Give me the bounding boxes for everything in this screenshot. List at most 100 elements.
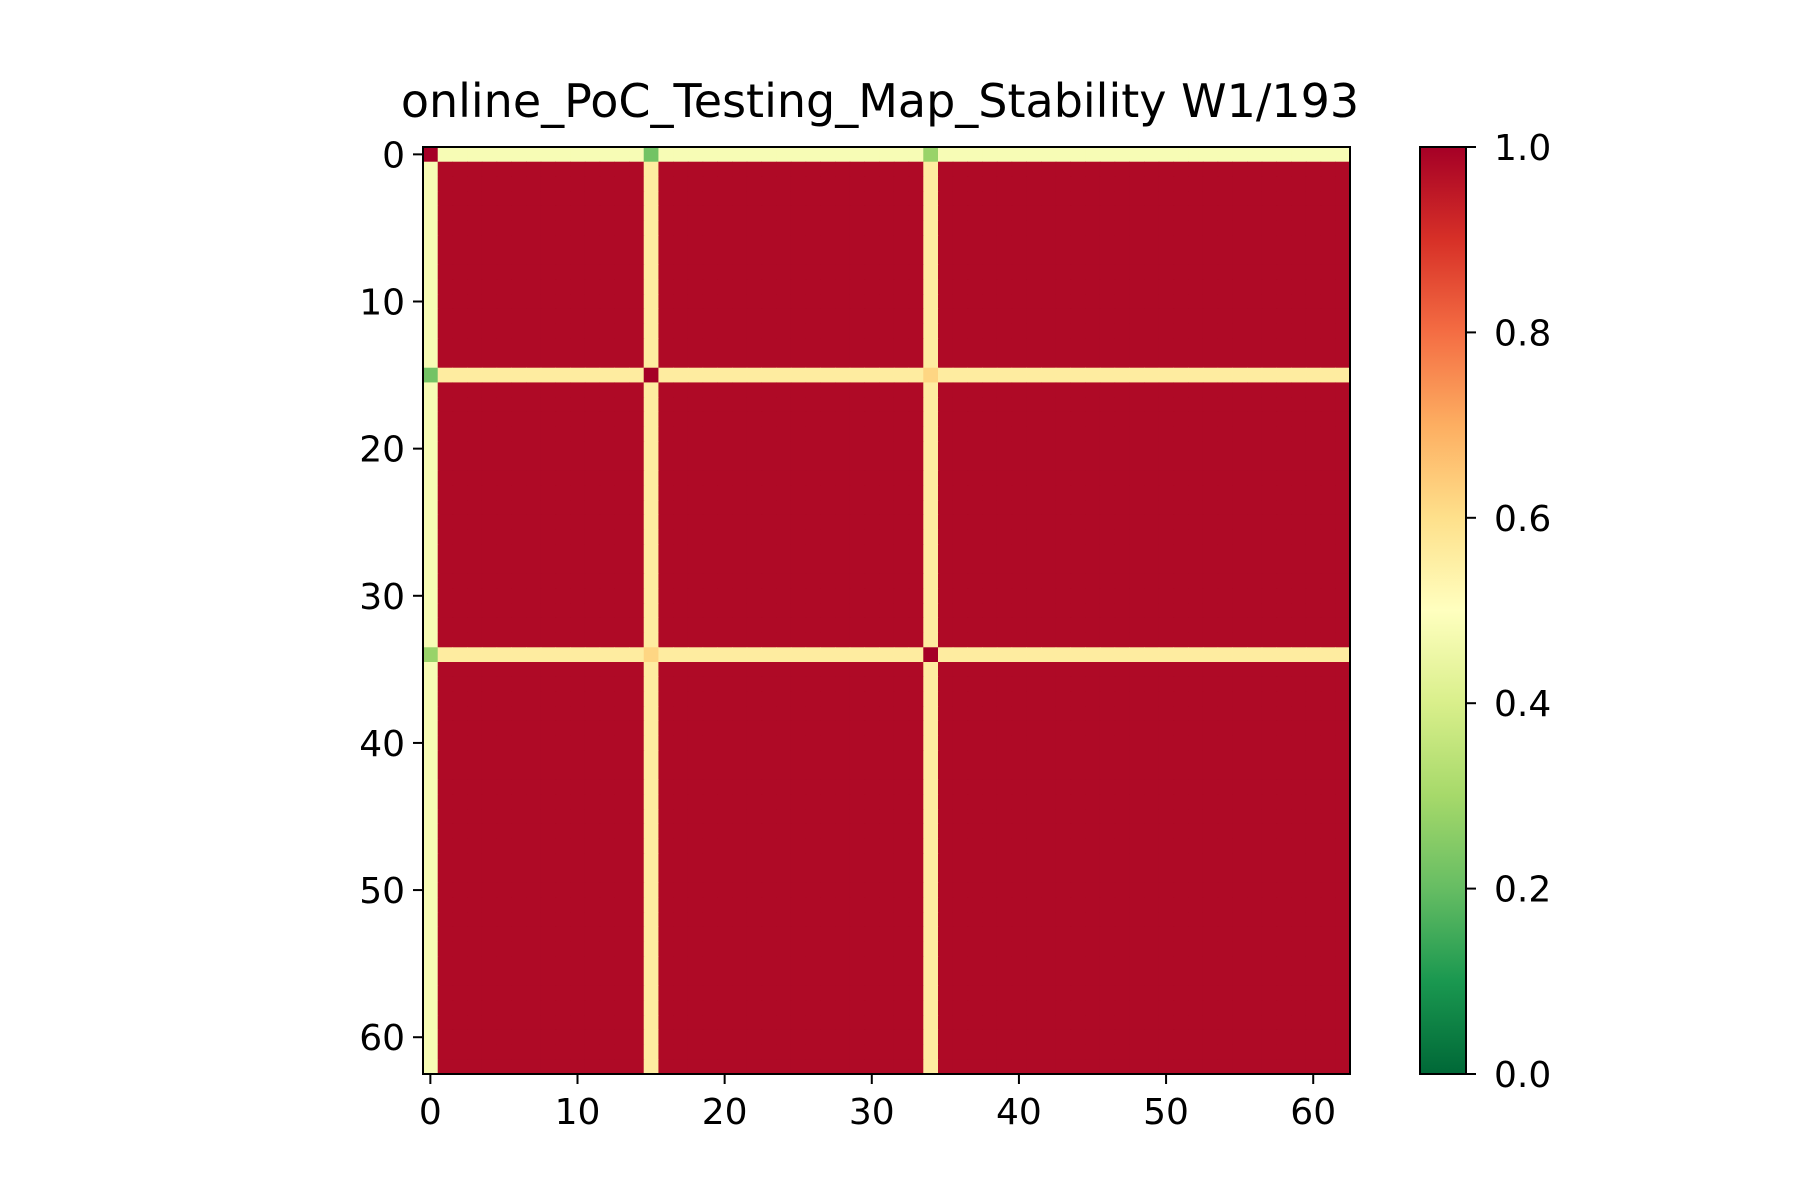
heatmap-cell — [481, 485, 498, 501]
heatmap-cell — [835, 956, 851, 972]
heatmap-cell — [1129, 632, 1145, 648]
heatmap-cell — [1305, 926, 1322, 943]
heatmap-cell — [570, 809, 586, 825]
heatmap-cell — [614, 897, 630, 913]
heatmap-cell — [1261, 868, 1278, 884]
heatmap-cell — [1011, 720, 1027, 737]
heatmap-cell — [437, 735, 454, 751]
heatmap-cell — [673, 809, 689, 825]
heatmap-cell — [893, 691, 910, 707]
heatmap-cell — [496, 176, 512, 192]
heatmap-cell — [996, 426, 1013, 442]
heatmap-cell — [805, 456, 821, 472]
heatmap-cell — [835, 794, 851, 810]
heatmap-cell — [1202, 529, 1219, 545]
heatmap-cell — [938, 794, 954, 810]
heatmap-cell — [879, 264, 895, 281]
heatmap-cell — [835, 779, 851, 796]
heatmap-cell — [1041, 382, 1057, 398]
heatmap-cell — [879, 912, 895, 928]
heatmap-cell — [996, 1044, 1013, 1060]
heatmap-cell — [599, 308, 615, 325]
heatmap-cell — [1247, 397, 1263, 413]
heatmap-cell — [1055, 676, 1072, 693]
heatmap-cell — [805, 956, 821, 972]
heatmap-cell — [555, 882, 571, 899]
heatmap-cell — [599, 441, 615, 457]
heatmap-cell — [540, 868, 557, 884]
heatmap-cell — [923, 161, 939, 178]
heatmap-cell — [599, 868, 615, 884]
heatmap-cell — [967, 662, 983, 678]
heatmap-cell — [584, 868, 601, 884]
heatmap-cell — [805, 647, 821, 663]
heatmap-cell — [893, 470, 910, 487]
heatmap-cell — [820, 941, 836, 957]
heatmap-cell — [658, 794, 674, 810]
heatmap-cell — [732, 338, 748, 354]
heatmap-cell — [702, 720, 718, 737]
heatmap-cell — [982, 191, 998, 207]
heatmap-cell — [835, 971, 851, 987]
heatmap-cell — [467, 809, 483, 825]
heatmap-cell — [1247, 176, 1263, 192]
heatmap-cell — [820, 603, 836, 619]
heatmap-cell — [1261, 632, 1278, 648]
heatmap-cell — [952, 573, 969, 590]
heatmap-cell — [614, 912, 630, 928]
heatmap-cell — [1232, 838, 1248, 854]
heatmap-cell — [1217, 308, 1233, 325]
heatmap-cell — [540, 279, 557, 295]
heatmap-cell — [879, 485, 895, 501]
heatmap-cell — [555, 382, 571, 398]
heatmap-cell — [629, 882, 645, 899]
heatmap-cell — [1011, 161, 1027, 178]
heatmap-cell — [1144, 838, 1160, 854]
heatmap-cell — [864, 529, 880, 545]
heatmap-cell — [584, 176, 601, 192]
heatmap-cell — [1276, 868, 1292, 884]
heatmap-cell — [1247, 235, 1263, 251]
heatmap-cell — [1011, 441, 1027, 457]
heatmap-cell — [1026, 397, 1042, 413]
heatmap-cell — [1158, 853, 1175, 869]
heatmap-cell — [1335, 603, 1351, 619]
heatmap-cell — [879, 779, 895, 796]
heatmap-cell — [467, 926, 483, 943]
heatmap-cell — [423, 779, 439, 796]
heatmap-cell — [526, 500, 542, 516]
heatmap-cell — [908, 1059, 924, 1075]
heatmap-cell — [1291, 823, 1307, 840]
heatmap-cell — [849, 985, 866, 1002]
heatmap-cell — [1085, 794, 1101, 810]
heatmap-cell — [437, 765, 454, 781]
heatmap-cell — [761, 500, 777, 516]
heatmap-cell — [423, 662, 439, 678]
heatmap-cell — [732, 559, 748, 575]
heatmap-cell — [1261, 485, 1278, 501]
heatmap-cell — [717, 382, 733, 398]
colorbar-tick-label: 0.6 — [1494, 499, 1551, 540]
heatmap-cell — [923, 485, 939, 501]
heatmap-cell — [776, 632, 792, 648]
heatmap-cell — [982, 838, 998, 854]
heatmap-cell — [1114, 838, 1130, 854]
heatmap-cell — [717, 632, 733, 648]
heatmap-cell — [1173, 662, 1189, 678]
heatmap-cell — [643, 426, 660, 442]
heatmap-cell — [1011, 662, 1027, 678]
heatmap-cell — [820, 971, 836, 987]
heatmap-cell — [1085, 235, 1101, 251]
heatmap-cell — [1291, 397, 1307, 413]
heatmap-cell — [1041, 647, 1057, 663]
heatmap-cell — [1173, 882, 1189, 899]
heatmap-cell — [555, 367, 571, 384]
heatmap-cell — [805, 1059, 821, 1075]
heatmap-cell — [643, 544, 660, 560]
heatmap-cell — [511, 279, 527, 295]
heatmap-cell — [805, 338, 821, 354]
heatmap-cell — [1173, 676, 1189, 693]
heatmap-cell — [1055, 176, 1072, 192]
heatmap-cell — [437, 912, 454, 928]
heatmap-cell — [1144, 779, 1160, 796]
